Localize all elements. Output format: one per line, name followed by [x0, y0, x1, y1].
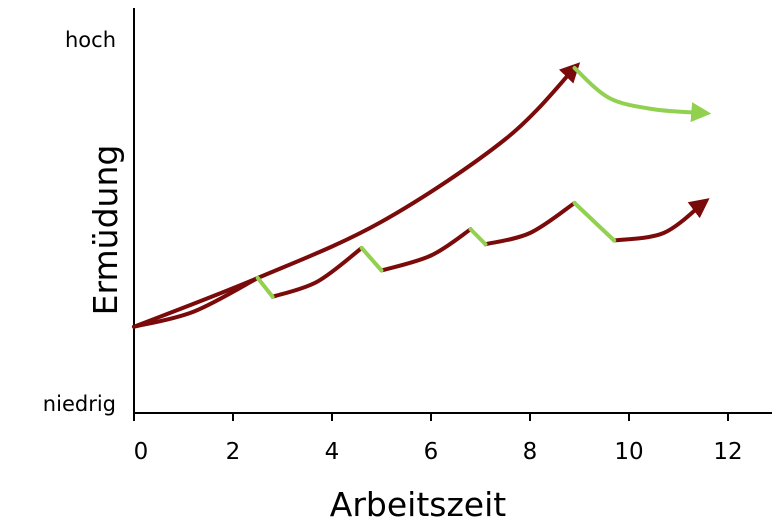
x-axis-title: Arbeitszeit — [330, 485, 506, 524]
series-segment-work-with-breaks — [612, 198, 710, 243]
y-level-low-label: niedrig — [43, 392, 116, 416]
y-level-high-label: hoch — [65, 28, 116, 52]
x-tick-label: 0 — [134, 439, 149, 465]
series-segment-work-with-breaks — [483, 201, 577, 247]
axes — [133, 8, 772, 414]
series-line-continuous-work — [132, 62, 581, 329]
x-tick-label: 8 — [523, 439, 538, 465]
x-ticks: 0 2 4 6 8 10 12 — [133, 413, 743, 465]
series-segment-work-with-breaks — [132, 276, 260, 329]
recovery-break-line — [572, 201, 617, 243]
y-axis-title: Ermüdung — [86, 145, 125, 316]
x-tick-label: 6 — [424, 439, 439, 465]
series-segment-work-with-breaks — [270, 246, 364, 299]
series-layer — [132, 62, 712, 329]
x-tick-label: 12 — [713, 439, 742, 465]
recovery-break-line — [468, 227, 488, 247]
x-tick-label: 2 — [226, 439, 241, 465]
recovery-break-line — [255, 276, 275, 299]
series-line-recovery-after-work — [572, 66, 712, 123]
x-tick-label: 4 — [325, 439, 340, 465]
series-segment-work-with-breaks — [379, 227, 473, 273]
recovery-break-line — [359, 246, 384, 273]
x-tick-label: 10 — [614, 439, 643, 465]
